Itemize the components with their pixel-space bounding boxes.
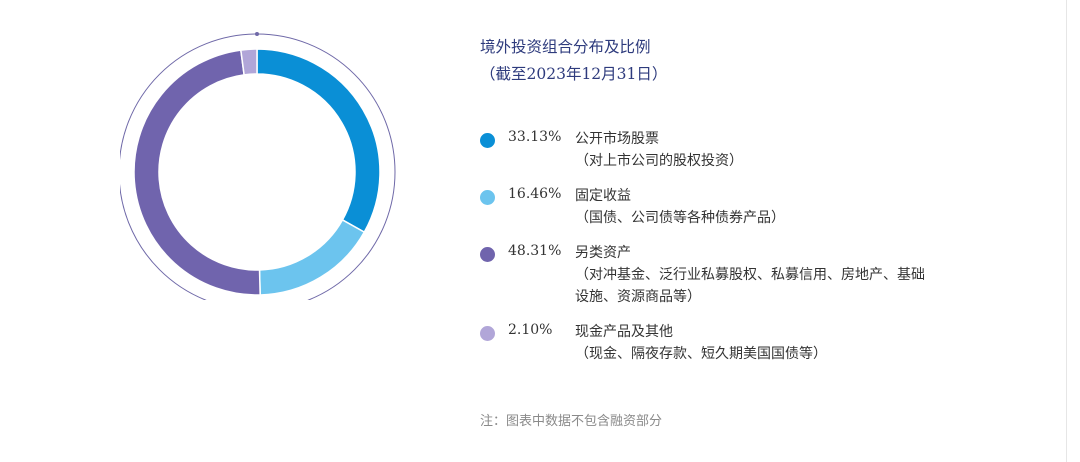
legend-dot: [480, 247, 495, 262]
legend-label: 现金产品及其他: [575, 324, 673, 340]
donut-chart: [120, 32, 396, 300]
footnote: 注：图表中数据不包含融资部分: [480, 414, 663, 429]
legend-sublabel: （国债、公司债等各种债券产品）: [575, 210, 785, 226]
chart-title-block: 境外投资组合分布及比例 （截至2023年12月31日）: [480, 34, 667, 88]
donut-slice-public-equity: [256, 48, 381, 234]
donut-slice-cash-other: [239, 48, 258, 76]
legend-item-fixed-income: 16.46% 固定收益 （国债、公司债等各种债券产品）: [480, 185, 940, 229]
legend-percent: 16.46%: [508, 186, 562, 202]
legend-dot: [480, 190, 495, 205]
legend-label: 固定收益: [575, 188, 631, 204]
donut-slice-alternatives: [133, 49, 261, 296]
legend-sublabel: （现金、隔夜存款、短久期美国国债等）: [575, 346, 827, 362]
legend-percent: 48.31%: [508, 243, 562, 259]
legend-item-public-equity: 33.13% 公开市场股票 （对上市公司的股权投资）: [480, 128, 940, 172]
legend: 33.13% 公开市场股票 （对上市公司的股权投资） 16.46% 固定收益 （…: [480, 128, 940, 378]
chart-subtitle: （截至2023年12月31日）: [480, 65, 668, 83]
legend-sublabel: （对冲基金、泛行业私募股权、私募信用、房地产、基础设施、资源商品等）: [575, 267, 925, 305]
legend-label: 公开市场股票: [575, 131, 659, 147]
legend-dot: [480, 133, 495, 148]
legend-sublabel: （对上市公司的股权投资）: [575, 153, 743, 169]
ring-marker-top: [255, 32, 259, 36]
legend-item-cash-other: 2.10% 现金产品及其他 （现金、隔夜存款、短久期美国国债等）: [480, 321, 940, 365]
right-edge-divider: [1066, 0, 1067, 462]
legend-dot: [480, 326, 495, 341]
donut-slice-fixed-income: [258, 218, 366, 296]
legend-item-alternatives: 48.31% 另类资产 （对冲基金、泛行业私募股权、私募信用、房地产、基础设施、…: [480, 242, 940, 308]
legend-percent: 33.13%: [508, 129, 562, 145]
legend-label: 另类资产: [575, 245, 631, 261]
chart-title: 境外投资组合分布及比例: [480, 38, 651, 56]
legend-percent: 2.10%: [508, 322, 553, 338]
